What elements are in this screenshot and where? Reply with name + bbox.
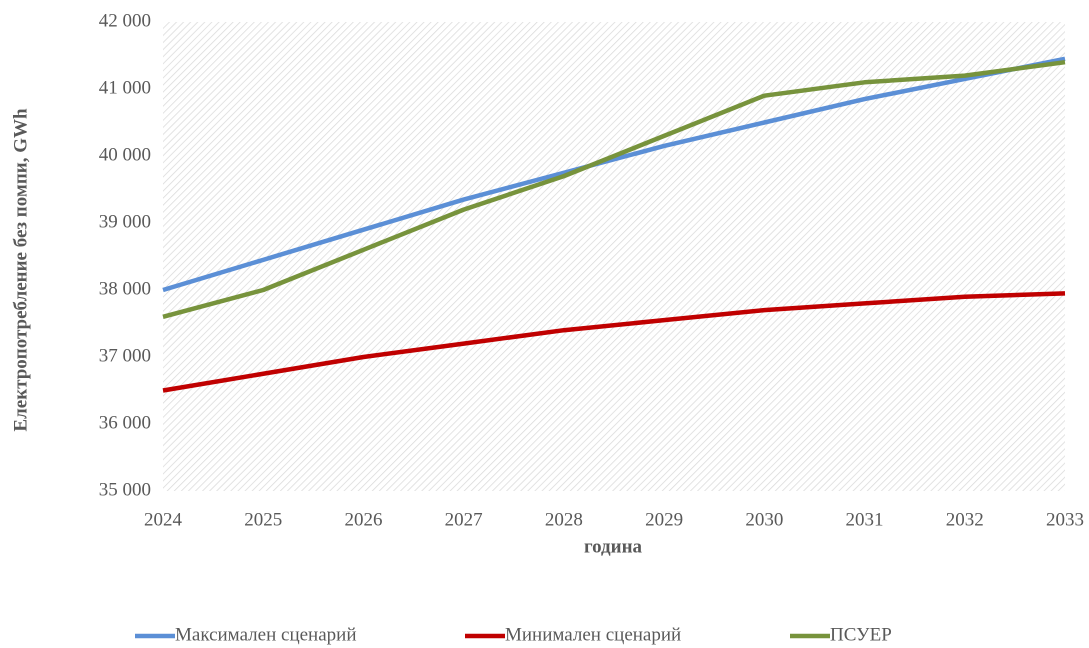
y-axis-title: Електропотребление без помпи, GWh bbox=[10, 108, 31, 432]
y-tick-label: 37 000 bbox=[99, 345, 151, 366]
x-tick-label: 2027 bbox=[445, 509, 483, 530]
y-tick-label: 41 000 bbox=[99, 77, 151, 98]
y-tick-label: 36 000 bbox=[99, 412, 151, 433]
series-line bbox=[162, 59, 1066, 319]
y-tick-label: 39 000 bbox=[99, 211, 151, 232]
legend-label: Минимален сценарий bbox=[505, 624, 681, 645]
x-tick-label: 2032 bbox=[946, 509, 984, 530]
x-tick-label: 2025 bbox=[244, 509, 282, 530]
x-tick-label: 2028 bbox=[545, 509, 583, 530]
x-tick-label: 2033 bbox=[1046, 509, 1084, 530]
x-tick-label: 2026 bbox=[344, 509, 382, 530]
y-tick-label: 42 000 bbox=[99, 10, 151, 31]
y-tick-label: 35 000 bbox=[99, 479, 151, 500]
series-line bbox=[162, 291, 1066, 393]
x-axis-title: година bbox=[584, 536, 643, 557]
y-tick-label: 40 000 bbox=[99, 144, 151, 165]
x-tick-label: 2031 bbox=[846, 509, 884, 530]
legend-label: ПСУЕР bbox=[830, 624, 892, 645]
x-tick-label: 2029 bbox=[645, 509, 683, 530]
x-tick-label: 2024 bbox=[144, 509, 183, 530]
x-tick-label: 2030 bbox=[745, 509, 783, 530]
series-line bbox=[162, 56, 1066, 293]
legend-label: Максимален сценарий bbox=[175, 624, 356, 645]
plot-area bbox=[163, 22, 1065, 491]
y-tick-label: 38 000 bbox=[99, 278, 151, 299]
